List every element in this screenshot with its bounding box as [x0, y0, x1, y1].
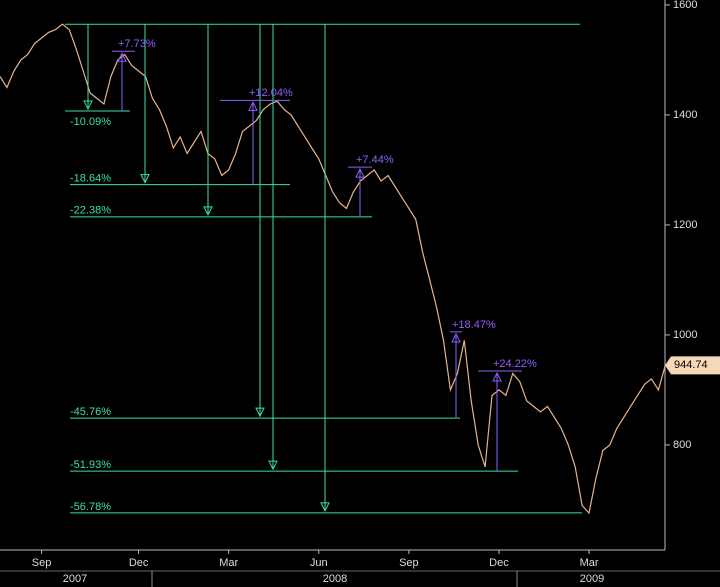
y-tick-label: 1600	[673, 0, 697, 11]
x-tick-label: Dec	[489, 557, 509, 569]
last-price-label: 944.74	[674, 359, 708, 371]
price-line	[0, 23, 666, 515]
year-label: 2007	[63, 573, 87, 585]
drawdown-arrow	[140, 174, 150, 184]
rally-label: +7.73%	[118, 38, 156, 50]
x-tick-label: Sep	[32, 557, 52, 569]
year-label: 2009	[580, 573, 604, 585]
drawdown-label: -10.09%	[70, 116, 111, 128]
rally-arrow	[492, 371, 502, 382]
rally-arrow	[355, 168, 365, 178]
y-tick-label: 800	[673, 439, 691, 451]
y-tick-label: 1200	[673, 219, 697, 231]
x-tick-label: Mar	[219, 557, 238, 569]
x-tick-label: Jun	[310, 557, 328, 569]
rally-arrow	[248, 101, 258, 111]
drawdown-label: -56.78%	[70, 501, 111, 513]
drawdown-label: -45.76%	[70, 406, 111, 418]
drawdown-arrow	[203, 206, 213, 216]
rally-label: +24.22%	[493, 358, 537, 370]
rally-arrow	[117, 52, 127, 62]
y-tick-label: 1000	[673, 329, 697, 341]
rally-label: +12.04%	[249, 87, 293, 99]
rally-label: +18.47%	[452, 319, 496, 331]
last-price-tag	[665, 356, 720, 375]
drawdown-label: -22.38%	[70, 205, 111, 217]
rally-label: +7.44%	[356, 154, 394, 166]
drawdown-arrow	[83, 100, 93, 111]
drawdown-arrow	[255, 407, 265, 418]
drawdown-arrow	[268, 460, 278, 471]
x-tick-label: Sep	[399, 557, 419, 569]
drawdown-label: -18.64%	[70, 173, 111, 185]
rally-arrow	[451, 332, 461, 343]
drawdown-label: -51.93%	[70, 459, 111, 471]
x-tick-label: Dec	[129, 557, 149, 569]
x-tick-label: Mar	[580, 557, 599, 569]
year-label: 2008	[323, 573, 347, 585]
drawdown-arrow	[320, 502, 330, 513]
y-tick-label: 1400	[673, 109, 697, 121]
